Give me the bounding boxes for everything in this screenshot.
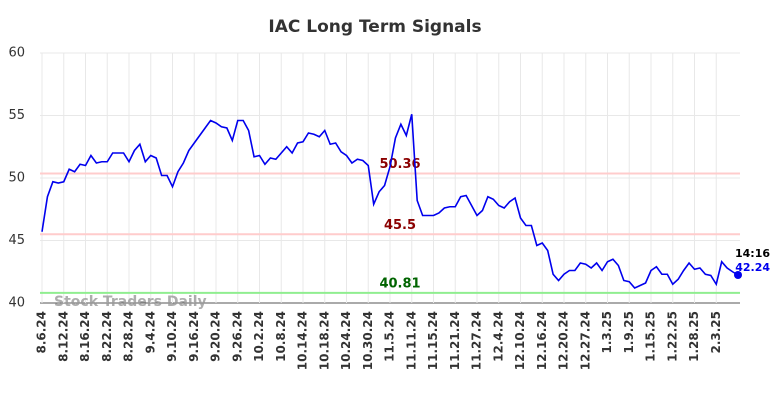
x-tick-label: 10.24.24 bbox=[339, 311, 353, 370]
last-point bbox=[734, 271, 742, 279]
x-tick-label: 12.4.24 bbox=[491, 311, 505, 362]
x-tick-label: 1.3.25 bbox=[600, 311, 614, 354]
y-tick-label: 50 bbox=[8, 171, 25, 186]
x-tick-label: 8.6.24 bbox=[35, 311, 49, 354]
x-tick-label: 1.22.25 bbox=[665, 311, 679, 362]
x-tick-label: 8.12.24 bbox=[56, 311, 70, 362]
x-tick-label: 1.15.25 bbox=[644, 311, 658, 362]
x-tick-label: 11.5.24 bbox=[383, 311, 397, 362]
x-tick-label: 11.21.24 bbox=[448, 311, 462, 370]
x-tick-label: 8.28.24 bbox=[122, 311, 136, 362]
last-time: 14:16 bbox=[735, 247, 770, 260]
x-tick-label: 8.16.24 bbox=[78, 311, 92, 362]
x-tick-label: 1.9.25 bbox=[622, 311, 636, 354]
x-tick-label: 10.14.24 bbox=[296, 311, 310, 370]
y-tick-label: 40 bbox=[8, 296, 25, 311]
x-tick-label: 9.4.24 bbox=[143, 311, 157, 354]
x-tick-label: 12.16.24 bbox=[535, 311, 549, 370]
signal-label: 40.81 bbox=[379, 276, 420, 291]
y-tick-label: 45 bbox=[8, 233, 25, 248]
x-tick-label: 9.20.24 bbox=[209, 311, 223, 362]
x-tick-label: 12.10.24 bbox=[513, 311, 527, 370]
price-line bbox=[41, 114, 739, 289]
y-tick-label: 55 bbox=[8, 108, 25, 123]
x-tick-label: 11.27.24 bbox=[470, 311, 484, 370]
x-tick-label: 12.20.24 bbox=[557, 311, 571, 370]
x-tick-label: 11.15.24 bbox=[426, 311, 440, 370]
x-tick-label: 9.26.24 bbox=[230, 311, 244, 362]
x-tick-label: 10.30.24 bbox=[361, 311, 375, 370]
x-tick-label: 10.2.24 bbox=[252, 311, 266, 362]
x-tick-label: 10.8.24 bbox=[274, 311, 288, 362]
x-tick-label: 9.16.24 bbox=[187, 311, 201, 362]
x-tick-label: 12.27.24 bbox=[578, 311, 592, 370]
x-tick-label: 9.10.24 bbox=[165, 311, 179, 362]
watermark: Stock Traders Daily bbox=[54, 294, 207, 310]
x-tick-label: 2.3.25 bbox=[709, 311, 723, 354]
x-tick-label: 8.22.24 bbox=[100, 311, 114, 362]
x-tick-label: 10.18.24 bbox=[317, 311, 331, 370]
chart-title: IAC Long Term Signals bbox=[268, 17, 481, 37]
last-value: 42.24 bbox=[735, 261, 770, 274]
y-tick-label: 60 bbox=[8, 46, 25, 61]
x-tick-label: 11.11.24 bbox=[404, 311, 418, 370]
x-tick-label: 1.28.25 bbox=[687, 311, 701, 362]
signal-label: 45.5 bbox=[384, 218, 416, 233]
